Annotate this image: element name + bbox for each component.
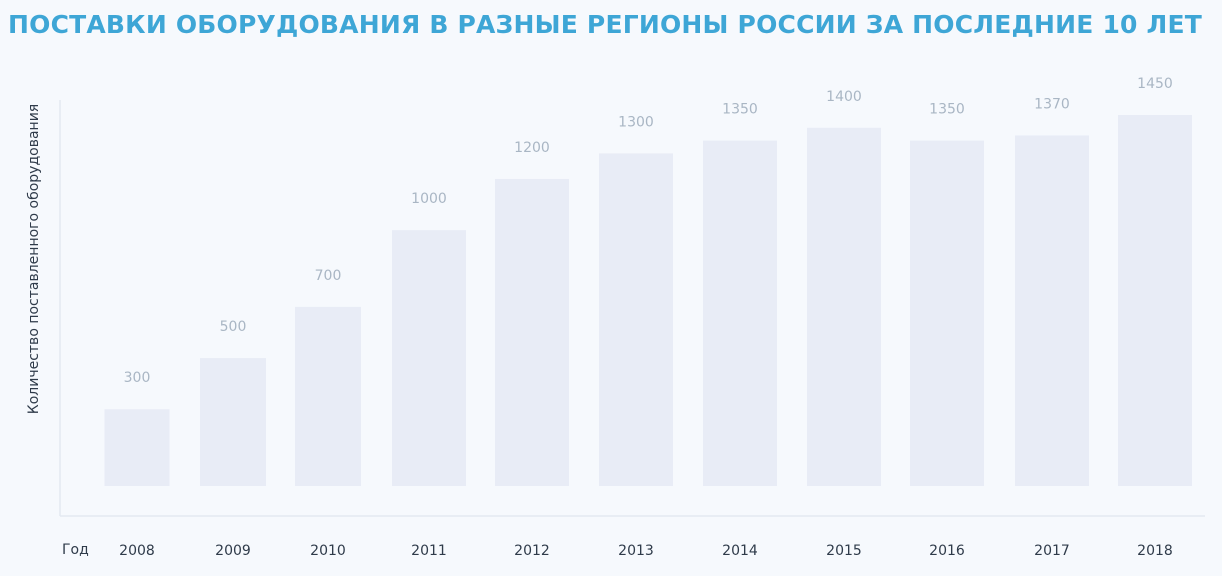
value-label-2009: 500 — [220, 319, 247, 335]
bar-2009 — [200, 358, 266, 486]
value-label-2014: 1350 — [722, 102, 758, 118]
bar-2017 — [1015, 135, 1089, 486]
bar-2013 — [599, 153, 673, 486]
bar-2016 — [910, 140, 984, 486]
chart-axes — [59, 100, 1205, 517]
x-tick-2010: 2010 — [310, 543, 346, 559]
value-label-2016: 1350 — [929, 102, 965, 118]
x-tick-2017: 2017 — [1034, 543, 1070, 559]
x-tick-2016: 2016 — [929, 543, 965, 559]
x-tick-2018: 2018 — [1137, 543, 1173, 559]
value-label-2010: 700 — [315, 268, 342, 284]
bar-2018 — [1118, 115, 1192, 486]
chart-title: ПОСТАВКИ ОБОРУДОВАНИЯ В РАЗНЫЕ РЕГИОНЫ Р… — [8, 10, 1203, 39]
x-tick-2008: 2008 — [119, 543, 155, 559]
x-tick-2011: 2011 — [411, 543, 447, 559]
x-tick-2014: 2014 — [722, 543, 758, 559]
value-label-2013: 1300 — [618, 114, 654, 130]
bar-2008 — [104, 409, 170, 486]
bar-2015 — [807, 127, 881, 487]
x-tick-2015: 2015 — [826, 543, 862, 559]
value-label-2012: 1200 — [514, 140, 550, 156]
x-tick-2009: 2009 — [215, 543, 251, 559]
x-tick-labels-group: 2008 2009 2010 2011 2012 2013 2014 2015 2016 2017… — [119, 543, 1173, 559]
x-tick-2012: 2012 — [514, 543, 550, 559]
value-label-2018: 1450 — [1137, 76, 1173, 92]
value-label-2008: 300 — [124, 370, 151, 386]
value-label-2017: 1370 — [1034, 96, 1070, 112]
bar-2012 — [495, 178, 569, 486]
value-label-2015: 1400 — [826, 89, 862, 105]
value-labels-group: 300 500 700 1000 1200 1300 1350 1400 1350 1370 145… — [124, 76, 1173, 386]
value-label-2011: 1000 — [411, 191, 447, 207]
bars-group — [104, 115, 1192, 487]
bar-2014 — [703, 140, 777, 486]
x-axis-label: Год — [62, 542, 89, 558]
x-tick-2013: 2013 — [618, 543, 654, 559]
bar-2011 — [392, 230, 466, 486]
bar-2010 — [295, 306, 361, 486]
